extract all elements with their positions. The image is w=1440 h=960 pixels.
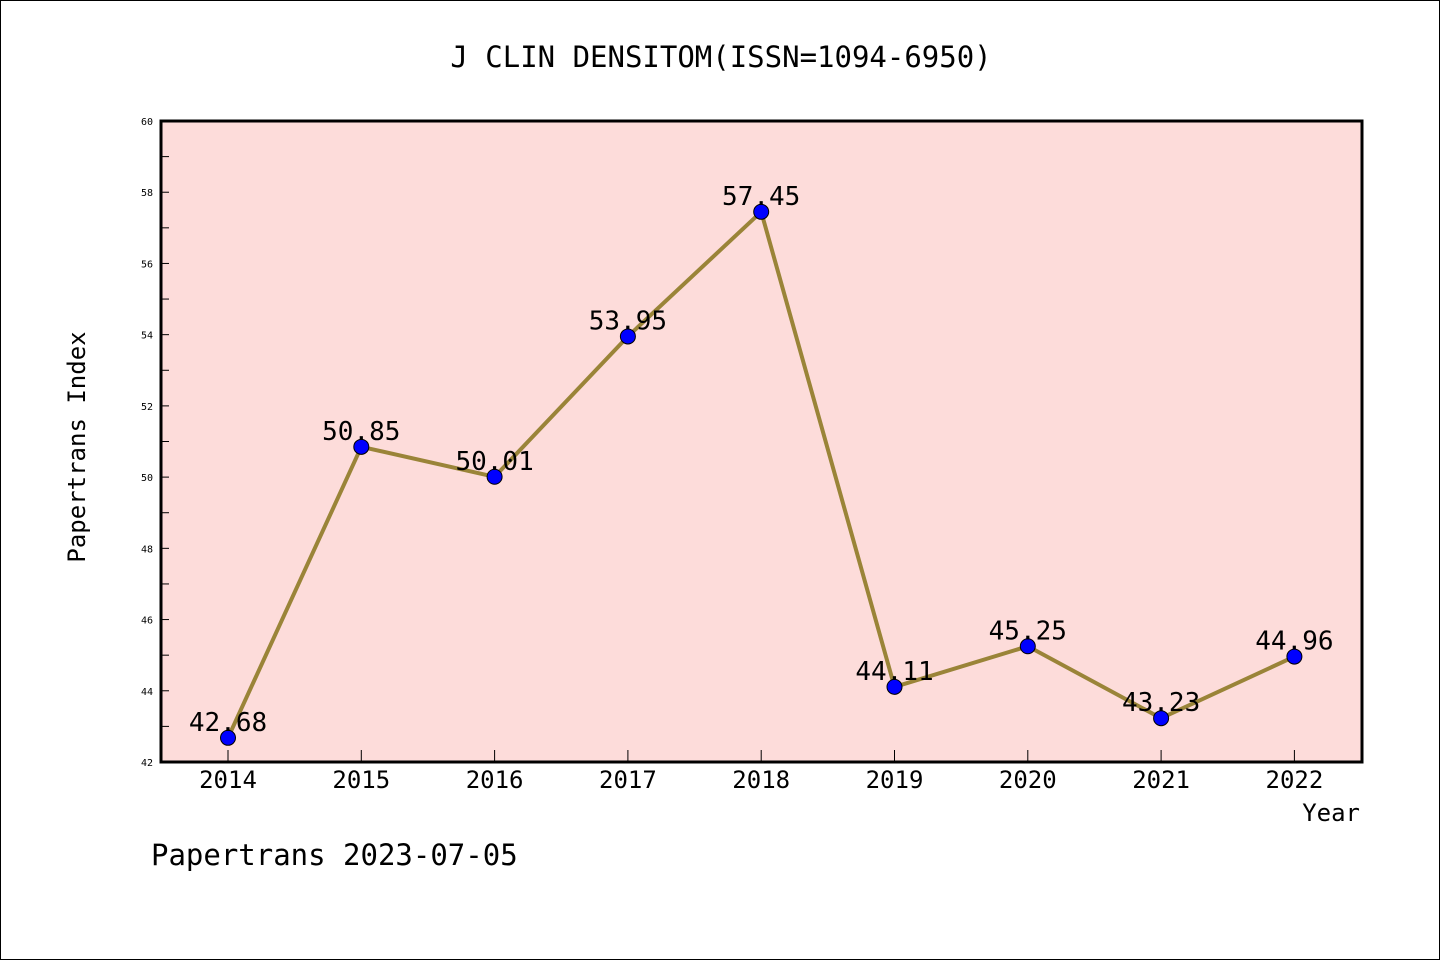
footer-text: Papertrans 2023-07-05 [151,838,518,872]
data-label: 50.85 [322,417,400,447]
y-tick-label: 52 [141,402,153,413]
y-tick-label: 56 [141,259,153,270]
data-label: 44.11 [855,657,933,687]
y-tick-label: 60 [141,117,153,128]
y-tick-label: 46 [141,616,153,627]
y-tick-label: 50 [141,473,153,484]
x-tick-label: 2021 [1132,766,1190,794]
data-label: 57.45 [722,182,800,212]
y-tick-label: 58 [141,188,153,199]
x-tick-label: 2020 [999,766,1057,794]
x-tick-label: 2019 [866,766,924,794]
series-layer: 42.68 50.85 50.01 53.95 57.45 44.11 45.25 43.23… [189,182,1334,746]
y-tick-label: 42 [141,758,153,769]
data-point [486,468,503,485]
data-label: 45.25 [989,616,1067,646]
x-tick-label: 2014 [199,766,257,794]
x-tick-label: 2018 [732,766,790,794]
y-tick-label: 54 [141,331,153,342]
x-axis-title: Year [1302,799,1360,827]
data-point [1286,648,1303,665]
chart-title: J CLIN DENSITOM(ISSN=1094-6950) [450,40,991,74]
x-tick-label: 2015 [332,766,390,794]
x-tick-label: 2022 [1266,766,1324,794]
x-axis: 2014 2015 2016 2017 2018 2019 2020 2021 2022 [199,750,1323,794]
data-label: 43.23 [1122,688,1200,718]
data-point [886,678,903,695]
y-axis-title: Papertrans Index [63,331,91,562]
data-point [753,203,770,220]
data-label: 53.95 [589,306,667,336]
y-tick-label: 48 [141,544,153,555]
data-point [1153,710,1170,727]
data-point [1019,638,1036,655]
data-label: 44.96 [1255,627,1333,657]
data-point [220,729,236,746]
x-tick-label: 2017 [599,766,657,794]
data-point [619,328,636,345]
data-label: 42.68 [189,708,267,738]
data-point [353,438,370,455]
x-tick-label: 2016 [466,766,524,794]
data-label: 50.01 [455,447,533,477]
y-axis: 42 44 46 48 50 52 54 56 58 60 [141,117,169,769]
y-tick-label: 44 [141,687,153,698]
